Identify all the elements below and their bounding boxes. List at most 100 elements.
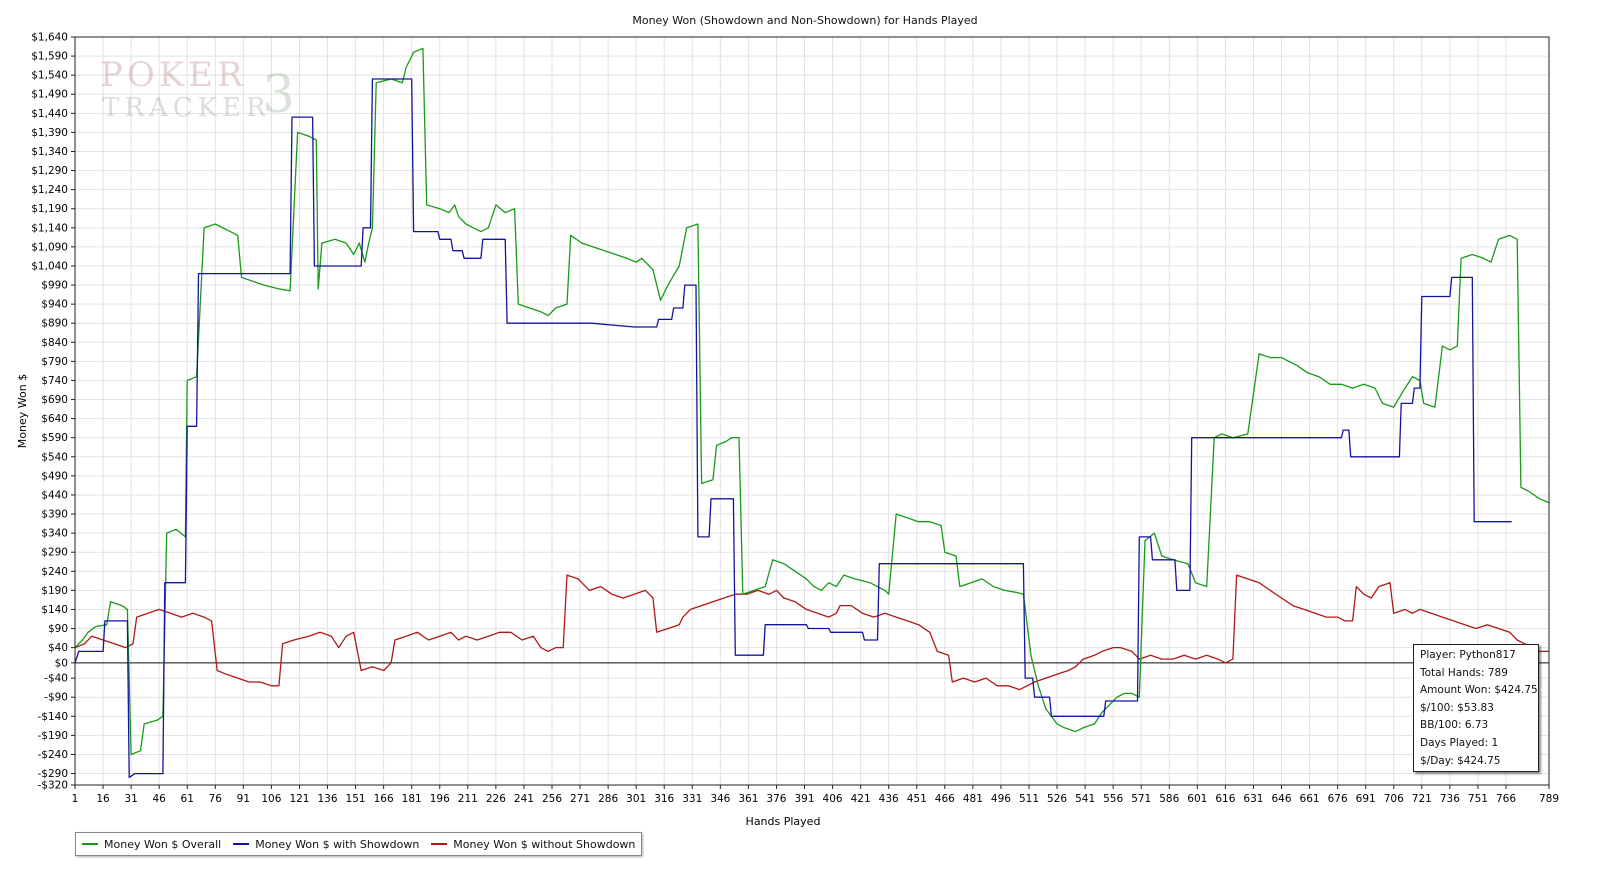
x-tick-label-28: 421 [851,793,871,805]
y-tick-label-7: $1,290 [31,165,68,177]
x-tick-label-19: 286 [598,793,618,805]
y-tick-label-28: $240 [41,566,68,578]
legend-swatch-non-showdown [431,843,448,845]
x-tick-label-43: 646 [1271,793,1291,805]
x-tick-label-45: 676 [1328,793,1348,805]
x-tick-label-17: 256 [542,793,562,805]
x-tick-label-26: 391 [794,793,814,805]
y-tick-label-23: $490 [41,470,68,482]
legend-label-overall: Money Won $ Overall [104,837,222,851]
x-tick-label-36: 541 [1075,793,1095,805]
x-tick-label-38: 571 [1131,793,1151,805]
stat-bb-per-100: BB/100: 6.73 [1420,719,1489,732]
y-tick-label-27: $290 [41,547,68,559]
logo-mark-3: 3 [262,65,296,125]
legend-swatch-showdown [233,843,250,845]
x-tick-label-34: 511 [1019,793,1039,805]
y-tick-label-39: -$290 [37,768,68,780]
x-tick-label-3: 46 [152,793,166,805]
x-tick-label-20: 301 [626,793,646,805]
y-tick-label-21: $590 [41,432,68,444]
x-tick-label-44: 661 [1300,793,1320,805]
x-tick-label-14: 211 [458,793,478,805]
gridlines [74,36,1550,786]
x-axis-label: Hands Played [746,815,821,828]
x-tick-label-10: 151 [346,793,366,805]
y-tick-label-18: $740 [41,375,68,387]
series-line-1 [74,78,1512,779]
logo-text-poker: POKER [100,55,247,95]
y-tick-label-33: $0 [55,657,68,669]
x-tick-label-16: 241 [514,793,534,805]
y-tick-label-16: $840 [41,337,68,349]
plot-area-border [74,36,1550,786]
y-tick-label-20: $640 [41,413,68,425]
y-tick-label-6: $1,340 [31,146,68,158]
x-tick-label-0: 1 [72,793,79,805]
y-tick-label-5: $1,390 [31,127,68,139]
legend-swatch-overall [82,843,98,845]
x-tick-label-52: 789 [1539,793,1559,805]
x-tick-label-6: 91 [237,793,250,805]
legend-label-showdown: Money Won $ with Showdown [255,837,420,851]
y-tick-label-29: $190 [41,585,68,597]
legend-item-showdown: Money Won $ with Showdown [233,838,419,851]
y-tick-label-8: $1,240 [31,184,68,196]
y-tick-label-31: $90 [48,623,68,635]
x-tick-label-50: 751 [1468,793,1488,805]
player-stats-box: Player: Python817 Total Hands: 789 Amoun… [1413,644,1539,772]
stat-dollars-per-100: $/100: $53.83 [1420,701,1494,714]
legend-item-non-showdown: Money Won $ without Showdown [431,838,635,851]
y-tick-label-3: $1,490 [31,89,68,101]
y-axis-label: Money Won $ [16,374,29,448]
x-tick-label-40: 601 [1187,793,1207,805]
y-tick-label-25: $390 [41,509,68,521]
y-tick-label-14: $940 [41,299,68,311]
x-tick-label-5: 76 [209,793,223,805]
x-tick-label-12: 181 [402,793,422,805]
y-tick-label-26: $340 [41,528,68,540]
stat-player: Player: Python817 [1420,649,1516,661]
x-tick-label-37: 556 [1103,793,1123,805]
x-tick-label-42: 631 [1243,793,1263,805]
y-tick-label-11: $1,090 [31,241,68,253]
y-tick-label-36: -$140 [37,711,68,723]
y-tick-label-9: $1,190 [31,203,68,215]
series-lines [74,47,1550,779]
x-tick-label-35: 526 [1047,793,1067,805]
x-tick-label-51: 766 [1496,793,1516,805]
stat-dollars-per-day: $/Day: $424.75 [1420,754,1501,767]
y-tick-label-32: $40 [48,642,68,654]
y-axis-ticks: $1,640 $1,590 $1,540 $1,490 $1,440 $1,390 $1,3… [31,32,75,792]
stat-amount-won: Amount Won: $424.75 [1420,684,1538,697]
series-line-2 [74,574,1549,691]
y-tick-label-1: $1,590 [31,51,68,63]
x-tick-label-13: 196 [430,793,450,805]
y-tick-label-38: -$240 [37,749,68,761]
x-tick-label-30: 451 [907,793,927,805]
stat-total-hands: Total Hands: 789 [1420,666,1508,679]
y-tick-label-19: $690 [41,394,68,406]
chart-legend: Money Won $ Overall Money Won $ with Sho… [75,832,643,856]
legend-item-overall: Money Won $ Overall [82,838,221,851]
x-tick-label-49: 736 [1440,793,1460,805]
y-tick-label-15: $890 [41,318,68,330]
x-tick-label-22: 331 [682,793,702,805]
y-tick-label-30: $140 [41,604,68,616]
poker-tracker-logo: POKER TRACKER 3 [100,55,300,130]
y-tick-label-35: -$90 [44,692,68,704]
x-tick-label-11: 166 [374,793,394,805]
x-axis-ticks: 1 16 31 46 61 76 91 106 121 136 151 166 181 196 211 226… [72,785,1559,805]
chart-title: Money Won (Showdown and Non-Showdown) fo… [632,14,978,27]
stat-days-played: Days Played: 1 [1420,736,1499,749]
y-tick-label-4: $1,440 [31,108,68,120]
x-tick-label-29: 436 [879,793,899,805]
x-tick-label-27: 406 [823,793,843,805]
x-tick-label-4: 61 [181,793,194,805]
y-tick-label-10: $1,140 [31,222,68,234]
y-tick-label-40: -$320 [37,780,68,792]
x-tick-label-2: 31 [124,793,137,805]
x-tick-label-21: 316 [654,793,674,805]
y-tick-label-22: $540 [41,451,68,463]
